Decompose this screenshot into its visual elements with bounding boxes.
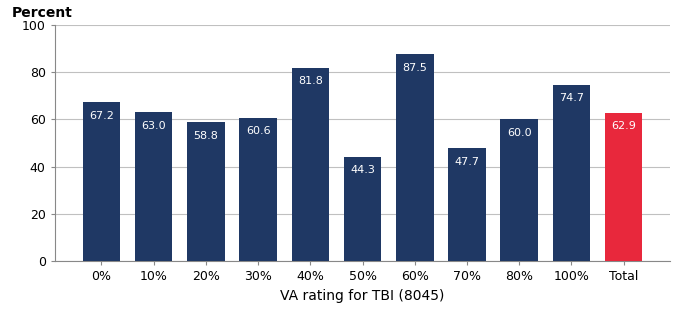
- Text: 44.3: 44.3: [350, 165, 375, 175]
- Text: 81.8: 81.8: [298, 76, 323, 86]
- Bar: [605, 113, 642, 261]
- Text: 47.7: 47.7: [454, 157, 479, 167]
- Bar: [344, 156, 381, 261]
- Text: 87.5: 87.5: [402, 63, 428, 73]
- Bar: [135, 112, 172, 261]
- Bar: [239, 118, 277, 261]
- Bar: [83, 102, 120, 261]
- Text: 58.8: 58.8: [194, 131, 218, 141]
- Text: 60.6: 60.6: [246, 126, 270, 136]
- Text: 67.2: 67.2: [89, 111, 114, 121]
- Bar: [448, 148, 486, 261]
- Text: Percent: Percent: [12, 6, 73, 20]
- Text: 60.0: 60.0: [507, 128, 531, 138]
- Bar: [291, 68, 329, 261]
- Text: 63.0: 63.0: [142, 121, 166, 131]
- Text: 62.9: 62.9: [611, 121, 636, 131]
- X-axis label: VA rating for TBI (8045): VA rating for TBI (8045): [280, 289, 445, 303]
- Text: 74.7: 74.7: [559, 93, 584, 103]
- Bar: [187, 122, 225, 261]
- Bar: [396, 54, 434, 261]
- Bar: [553, 85, 590, 261]
- Bar: [500, 119, 538, 261]
